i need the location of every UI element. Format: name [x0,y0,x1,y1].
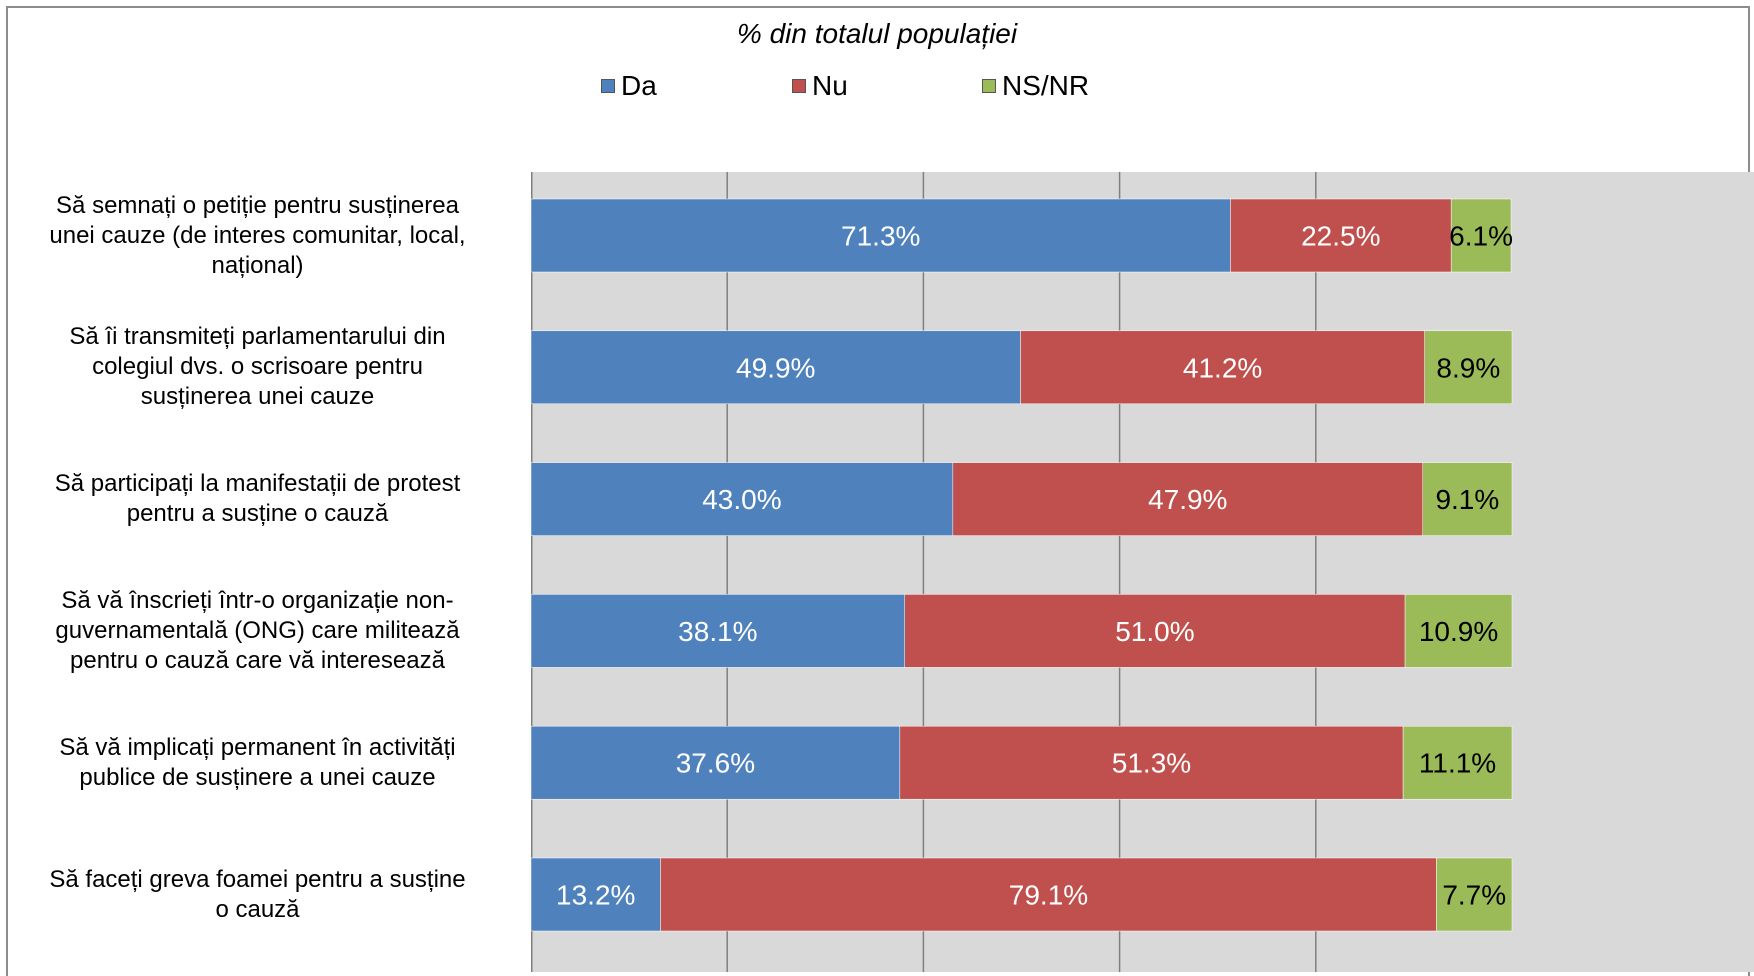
legend-item: Da [601,70,657,102]
category-label-line: Să vă implicați permanent în activități [59,733,456,761]
category-label: Să vă implicați permanent în activități p… [0,733,515,793]
bar-ns-nr [1402,725,1513,800]
category-label-line: unei cauze (de interes comunitar, local, [49,221,466,249]
data-label: 8.9% [1436,352,1500,383]
data-label: 9.1% [1435,484,1499,515]
bar-da [531,198,1231,273]
bar-ns-nr [1436,857,1513,932]
data-label: 43.0% [702,484,781,515]
bar-ns-nr [1404,594,1513,668]
data-label: 41.2% [1183,352,1262,383]
data-label: 7.7% [1442,880,1506,911]
bar-da [531,594,906,668]
category-label-line: național) [211,251,304,279]
category-label: Să participați la manifestații de protes… [0,469,515,529]
bar-da [531,857,661,932]
category-label-line: Să vă înscrieți într-o organizație non- [61,586,454,614]
category-label-line: Să semnați o petiție pentru susținerea [56,191,459,219]
bar-ns-nr [1424,330,1513,405]
data-label: 38.1% [678,616,757,647]
category-label-line: susținerea unei cauze [140,383,375,411]
bar-ns-nr [1450,198,1512,273]
data-label: 79.1% [1009,880,1088,911]
bar-nu [1230,198,1452,273]
data-label: 51.3% [1112,748,1191,779]
legend-swatch [601,79,615,93]
category-label: Să faceți greva foamei pentru a susține o… [0,865,515,925]
category-label-line: publice de susținere a unei cauze [79,763,436,791]
bar-nu [899,725,1404,800]
legend-label: Da [621,70,657,101]
bar-nu [1020,330,1425,405]
legend-item: NS/NR [982,70,1089,102]
legend-swatch [792,79,806,93]
bar-ns-nr [1422,462,1513,536]
category-label-line: pentru o cauză care vă interesează [70,646,445,674]
category-label-line: Să îi transmiteți parlamentarului din [69,323,446,351]
legend-item: Nu [792,70,848,102]
category-label-line: Să participați la manifestații de protes… [54,470,461,498]
bar-da [531,725,901,800]
data-label: 10.9% [1419,616,1498,647]
legend-label: Nu [812,70,848,101]
bar-nu [660,857,1437,932]
category-label: Să semnați o petiție pentru susținerea un… [0,191,515,281]
category-label: Să îi transmiteți parlamentarului din col… [0,322,515,412]
bar-nu [904,594,1406,668]
legend-swatch [982,79,996,93]
category-label-line: colegiul dvs. o scrisoare pentru [92,353,423,381]
data-label: 49.9% [736,352,815,383]
category-label-line: o cauză [215,895,300,923]
bar-da [531,462,954,536]
data-label: 6.1% [1449,221,1513,252]
data-label: 71.3% [841,221,920,252]
category-label-line: pentru a susține o cauză [126,500,389,528]
data-label: 37.6% [676,748,755,779]
data-label: 11.1% [1419,748,1496,779]
plot-area: 71.3% 22.5% 6.1% 49.9% 41.2% 8.9% 43.0% 47.9% 9.… [531,172,1754,972]
data-label: 22.5% [1301,221,1380,252]
bar-da [531,330,1021,405]
bar-nu [952,462,1423,536]
chart-title: % din totalul populației [736,18,1018,49]
category-label-line: Să faceți greva foamei pentru a susține [49,865,466,893]
data-label: 51.0% [1115,616,1194,647]
plot-svg: 71.3% 22.5% 6.1% 49.9% 41.2% 8.9% 43.0% 47.9% 9.… [531,172,1513,972]
legend: Da Nu NS/NR [0,70,1754,110]
category-label-line: guvernamentală (ONG) care militează [55,616,460,644]
data-label: 13.2% [556,880,635,911]
category-label: Să vă înscrieți într-o organizație non-g… [0,586,515,676]
legend-label: NS/NR [1002,70,1090,101]
data-label: 47.9% [1148,484,1227,515]
